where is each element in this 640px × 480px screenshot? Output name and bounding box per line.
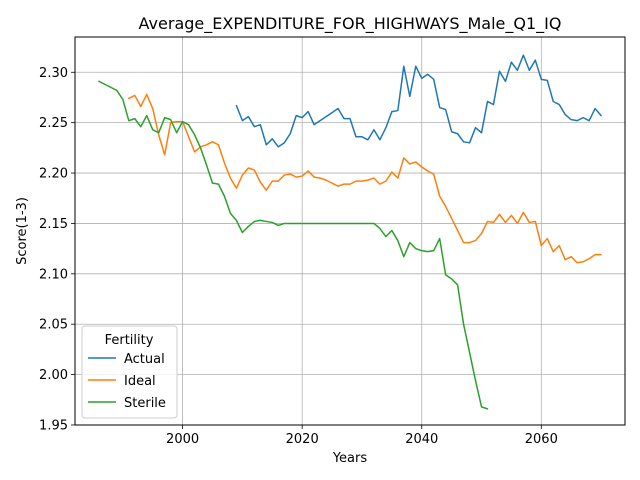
x-axis-ticks: 2000 2020 2040 2060: [166, 425, 558, 447]
legend-label-ideal: Ideal: [124, 374, 156, 389]
legend-title: Fertility: [105, 333, 154, 348]
y-tick-label: 2.20: [39, 167, 68, 182]
y-tick-label: 2.00: [39, 368, 68, 383]
grid-lines: [75, 37, 625, 426]
plot-frame: [74, 36, 626, 426]
y-tick-label: 2.05: [39, 318, 68, 333]
y-tick-label: 2.25: [39, 116, 68, 131]
x-tick-label: 2040: [405, 432, 438, 447]
y-axis-ticks: 1.95 2.00 2.05 2.10 2.15 2.20 2.25 2.30: [39, 66, 75, 434]
x-tick-label: 2020: [286, 432, 319, 447]
chart-title: Average_EXPENDITURE_FOR_HIGHWAYS_Male_Q1…: [139, 14, 562, 34]
x-axis-label: Years: [332, 451, 368, 466]
legend-label-sterile: Sterile: [124, 396, 166, 411]
x-tick-label: 2060: [525, 432, 558, 447]
series-line-ideal: [128, 93, 602, 264]
y-tick-label: 2.10: [39, 267, 68, 282]
y-tick-label: 1.95: [39, 419, 68, 434]
series-line-sterile: [98, 80, 489, 410]
y-tick-label: 2.15: [39, 217, 68, 232]
legend: Fertility Actual Ideal Sterile: [81, 325, 178, 419]
legend-label-actual: Actual: [124, 352, 165, 367]
legend-box: [81, 325, 178, 419]
series-line-actual: [235, 54, 602, 148]
x-tick-label: 2000: [166, 432, 199, 447]
series-lines: [98, 54, 602, 410]
y-tick-label: 2.30: [39, 66, 68, 81]
y-axis-label: Score(1-3): [15, 197, 30, 265]
